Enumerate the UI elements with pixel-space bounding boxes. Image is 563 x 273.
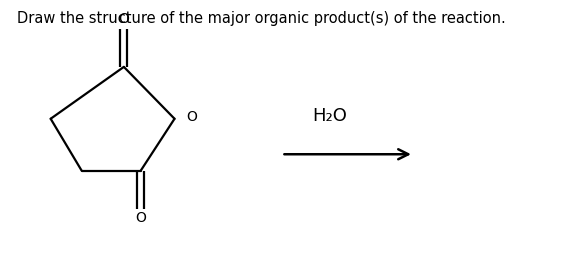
Text: O: O [118, 12, 129, 26]
Text: O: O [186, 110, 197, 124]
Text: O: O [135, 211, 146, 225]
Text: Draw the structure of the major organic product(s) of the reaction.: Draw the structure of the major organic … [17, 11, 506, 26]
Text: H₂O: H₂O [312, 107, 347, 125]
